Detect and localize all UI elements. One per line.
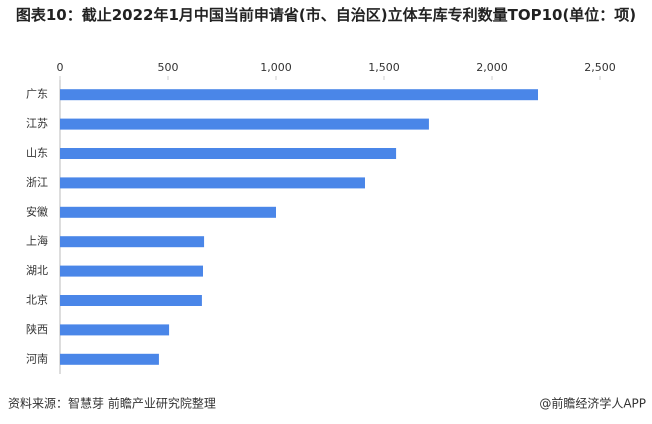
bar [60, 118, 429, 130]
y-tick-label: 河南 [26, 352, 48, 365]
y-tick-label: 北京 [26, 293, 48, 307]
x-tick-label: 0 [57, 61, 64, 74]
x-tick-label: 500 [158, 61, 179, 74]
bar [60, 148, 397, 159]
y-tick-label: 江苏 [26, 117, 48, 130]
y-tick-label: 湖北 [26, 264, 48, 277]
y-tick-label: 广东 [26, 88, 48, 101]
bar [60, 265, 203, 277]
bar [60, 324, 170, 336]
chart-title: 图表10：截止2022年1月中国当前申请省(市、自治区)立体车库专利数量TOP1… [15, 6, 637, 24]
bar [60, 353, 159, 365]
bar [60, 89, 539, 101]
y-tick-label: 安徽 [26, 204, 48, 218]
source: 资料来源：智慧芽 前瞻产业研究院整理 [8, 396, 216, 411]
x-tick-label: 2,500 [584, 61, 616, 74]
bar [60, 206, 276, 218]
bar [60, 236, 205, 248]
y-tick-label: 浙江 [26, 176, 48, 189]
x-tick-label: 1,500 [368, 61, 400, 74]
y-tick-label: 陕西 [26, 322, 48, 336]
y-tick-label: 山东 [26, 147, 48, 160]
brand: @前瞻经济学人APP [539, 396, 646, 411]
y-tick-label: 上海 [26, 234, 48, 248]
bar [60, 177, 365, 189]
x-tick-label: 1,000 [260, 61, 292, 74]
x-tick-label: 2,000 [476, 61, 508, 74]
bar [60, 295, 202, 306]
